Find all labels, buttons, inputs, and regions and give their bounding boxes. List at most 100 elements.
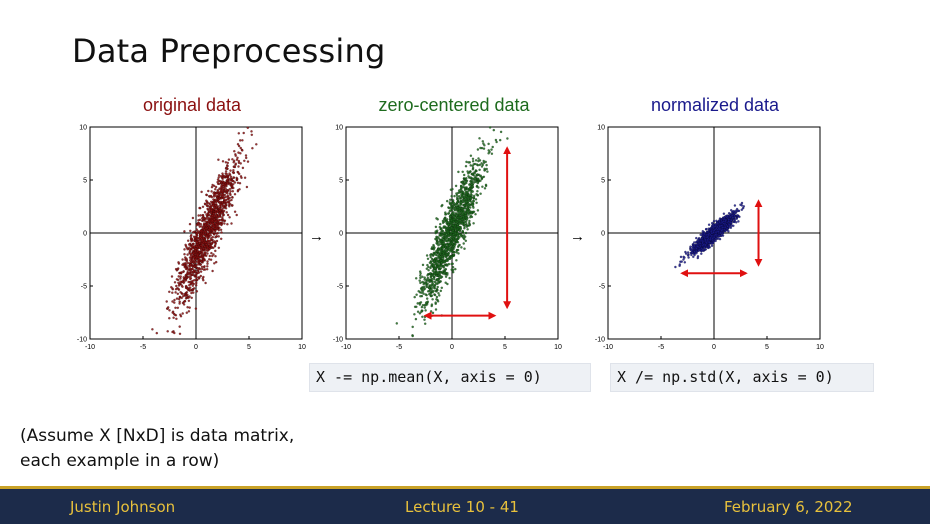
data-point xyxy=(426,297,429,300)
data-point xyxy=(179,275,182,278)
data-point xyxy=(463,181,466,184)
data-point xyxy=(203,202,207,205)
data-point xyxy=(448,244,451,247)
data-point xyxy=(183,264,186,267)
data-point xyxy=(179,315,183,318)
data-point xyxy=(473,171,476,175)
data-point xyxy=(678,264,681,267)
data-point xyxy=(431,311,435,315)
data-point xyxy=(692,255,695,258)
data-point xyxy=(733,212,737,215)
data-point xyxy=(205,254,208,257)
data-point xyxy=(199,263,202,266)
data-point xyxy=(198,256,202,259)
data-point xyxy=(206,260,209,263)
data-point xyxy=(198,241,201,245)
data-point xyxy=(466,210,469,213)
data-point xyxy=(232,171,235,175)
data-point xyxy=(459,220,463,224)
data-point xyxy=(472,206,475,209)
data-point xyxy=(434,308,438,311)
data-point xyxy=(218,196,221,200)
data-point xyxy=(439,231,443,234)
data-point xyxy=(179,280,182,283)
data-point xyxy=(189,288,193,292)
data-point xyxy=(246,126,249,129)
data-point xyxy=(231,190,234,193)
data-point xyxy=(727,230,730,233)
data-point xyxy=(732,210,735,213)
data-point xyxy=(445,259,448,262)
data-point xyxy=(466,170,469,173)
data-point xyxy=(431,289,435,293)
data-point xyxy=(173,301,176,304)
data-point xyxy=(168,317,171,320)
data-point xyxy=(439,240,442,244)
data-point xyxy=(439,271,442,274)
data-point xyxy=(226,182,229,185)
data-point xyxy=(476,173,479,176)
data-point xyxy=(724,218,728,222)
data-point xyxy=(185,311,188,314)
data-point xyxy=(182,278,185,281)
scatter-plot-original: -10 -5 0 5 10 -10 -5 0 5 10 xyxy=(77,125,306,352)
data-point xyxy=(708,241,711,244)
data-point xyxy=(235,158,239,161)
data-point xyxy=(449,247,452,250)
data-point xyxy=(442,232,446,235)
data-point xyxy=(455,214,458,217)
data-point xyxy=(462,234,466,237)
data-point xyxy=(196,263,200,266)
data-point xyxy=(453,215,456,218)
data-point xyxy=(478,137,481,140)
data-point xyxy=(469,170,472,173)
data-point xyxy=(183,280,186,283)
footer-bar: Justin Johnson Lecture 10 - 41 February … xyxy=(0,486,930,524)
y-tick-label: 5 xyxy=(601,178,605,185)
data-point xyxy=(210,185,214,189)
data-point xyxy=(451,224,455,227)
data-point xyxy=(465,177,468,180)
data-point xyxy=(736,214,739,217)
data-point xyxy=(198,225,201,228)
data-point xyxy=(176,292,179,295)
data-point xyxy=(439,267,443,270)
data-point xyxy=(730,219,733,222)
data-point xyxy=(425,267,428,270)
data-point xyxy=(458,207,461,210)
data-point xyxy=(237,159,241,163)
data-point xyxy=(730,224,733,227)
data-point xyxy=(703,246,706,249)
y-tick-label: -10 xyxy=(595,337,605,344)
data-point xyxy=(462,242,465,245)
data-point xyxy=(455,251,458,254)
data-point xyxy=(438,294,441,297)
data-point xyxy=(718,237,722,241)
data-point xyxy=(222,189,226,192)
data-point xyxy=(454,212,457,215)
data-point xyxy=(450,226,453,229)
data-point xyxy=(232,169,235,172)
data-point xyxy=(226,198,229,201)
data-point xyxy=(199,236,202,239)
data-point xyxy=(177,287,180,291)
data-point xyxy=(464,186,467,189)
data-point xyxy=(192,256,195,259)
data-point xyxy=(437,266,440,269)
data-point xyxy=(442,264,445,268)
data-point xyxy=(195,290,199,293)
data-point xyxy=(728,226,731,229)
data-point xyxy=(434,230,437,233)
data-point xyxy=(466,207,469,210)
data-point xyxy=(696,245,699,248)
data-point xyxy=(208,258,211,261)
data-point xyxy=(195,274,198,277)
data-point xyxy=(190,255,193,259)
data-point xyxy=(474,198,478,201)
data-point xyxy=(197,222,200,225)
data-point xyxy=(222,204,225,208)
data-point xyxy=(710,242,714,245)
data-point xyxy=(226,223,229,226)
y-tick-label: -10 xyxy=(333,337,343,344)
data-point xyxy=(193,265,196,268)
